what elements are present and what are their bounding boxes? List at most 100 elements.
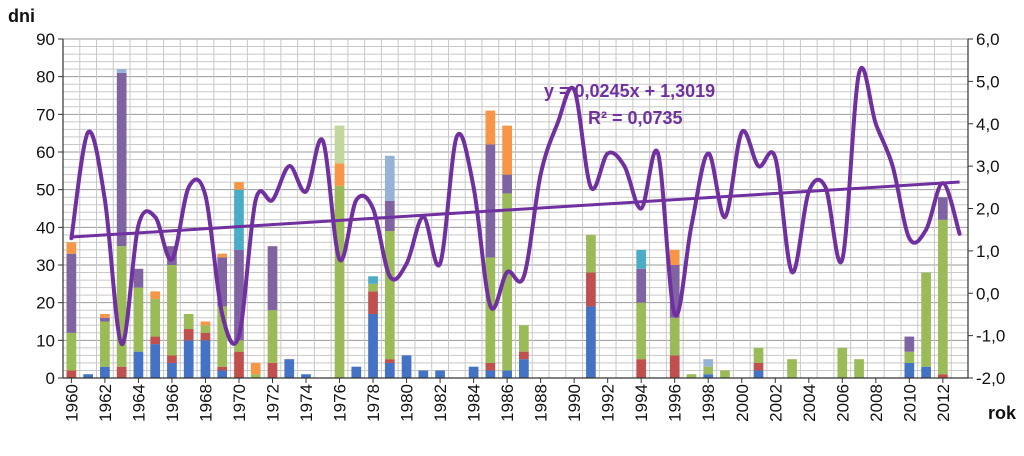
bar-segment <box>669 317 680 356</box>
bar-segment <box>267 310 278 363</box>
bar-segment <box>787 359 797 378</box>
x-tick-label: 1998 <box>699 384 718 422</box>
bars-group <box>66 69 948 378</box>
y2-tick-label: 0,0 <box>976 284 1000 303</box>
x-tick-label: 1992 <box>599 384 618 422</box>
bar-segment <box>485 362 496 371</box>
y-tick-label: 30 <box>36 256 55 275</box>
x-tick-label: 1988 <box>532 384 551 422</box>
y-axis-title: dni <box>8 6 35 26</box>
bar-segment <box>100 313 110 318</box>
bar-segment <box>133 351 144 378</box>
bar-segment <box>753 347 764 363</box>
bar-segment <box>217 366 228 371</box>
bar-segment <box>200 325 211 333</box>
bar-segment <box>150 336 161 345</box>
bar-segment <box>703 359 714 367</box>
bar-segment <box>116 69 127 73</box>
ticks-group: 0 10 20 30 40 50 60 70 80 90 -2,0 -1,0 0,0 1,0 2,0 3,0 4… <box>36 30 1005 422</box>
x-tick-label: 2008 <box>867 384 886 422</box>
bar-segment <box>636 302 647 360</box>
bar-segment <box>217 257 228 307</box>
bar-segment <box>485 370 496 378</box>
bar-segment <box>904 351 915 363</box>
bar-segment <box>368 291 378 314</box>
bar-segment <box>167 355 177 363</box>
x-tick-label: 2000 <box>733 384 752 422</box>
x-tick-label: 1966 <box>163 384 182 422</box>
bar-segment <box>586 272 596 307</box>
bar-segment <box>669 355 680 378</box>
bar-segment <box>753 370 764 378</box>
bar-segment <box>334 185 345 378</box>
bar-segment <box>234 182 244 190</box>
bar-segment <box>334 125 345 164</box>
y2-tick-label: 5,0 <box>976 72 1000 91</box>
x-tick-label: 1962 <box>96 384 115 422</box>
bar-segment <box>636 249 647 269</box>
bar-segment <box>384 362 395 378</box>
trend-r-squared: R² = 0,0735 <box>588 108 683 128</box>
bar-segment <box>368 276 378 284</box>
x-tick-label: 1968 <box>196 384 215 422</box>
bar-segment <box>368 313 378 378</box>
bar-segment <box>669 265 680 318</box>
bar-segment <box>200 332 211 341</box>
bar-segment <box>904 336 915 352</box>
bar-segment <box>921 272 931 367</box>
x-tick-label: 1960 <box>62 384 81 422</box>
bar-segment <box>669 249 680 265</box>
bar-segment <box>418 370 429 378</box>
bar-segment <box>217 306 228 367</box>
bar-segment <box>217 253 228 258</box>
bar-segment <box>586 234 596 273</box>
bar-segment <box>66 370 77 378</box>
x-tick-label: 1984 <box>465 384 484 422</box>
bar-segment <box>519 325 529 352</box>
bar-segment <box>401 355 412 378</box>
bar-segment <box>200 340 211 378</box>
y2-tick-label: 3,0 <box>976 157 1000 176</box>
bar-segment <box>468 366 479 378</box>
bar-segment <box>250 362 261 375</box>
x-tick-label: 1980 <box>398 384 417 422</box>
x-tick-label: 1994 <box>632 384 651 422</box>
x-tick-label: 1982 <box>431 384 450 422</box>
bar-segment <box>301 374 311 378</box>
bar-segment <box>217 370 228 378</box>
y-tick-label: 10 <box>36 331 55 350</box>
bar-segment <box>384 231 395 360</box>
bar-segment <box>200 321 211 326</box>
bar-segment <box>368 283 378 292</box>
bar-segment <box>502 174 512 194</box>
bar-segment <box>100 366 110 378</box>
bar-segment <box>519 359 529 378</box>
bar-segment <box>234 189 244 250</box>
x-tick-label: 2012 <box>934 384 953 422</box>
x-tick-label: 1990 <box>565 384 584 422</box>
y-tick-label: 0 <box>46 369 55 388</box>
bar-segment <box>267 362 278 378</box>
x-tick-label: 2004 <box>800 384 819 422</box>
bar-segment <box>586 306 596 378</box>
y2-tick-label: -2,0 <box>976 369 1005 388</box>
bar-segment <box>636 268 647 303</box>
bar-segment <box>116 366 127 378</box>
bar-segment <box>703 374 714 378</box>
bar-segment <box>519 351 529 360</box>
y-tick-label: 80 <box>36 68 55 87</box>
bar-segment <box>502 125 512 175</box>
bar-segment <box>150 344 161 378</box>
bar-segment <box>66 332 77 371</box>
bar-segment <box>502 193 512 371</box>
bar-segment <box>66 242 77 254</box>
bar-segment <box>133 268 144 288</box>
y2-tick-label: 6,0 <box>976 30 1000 49</box>
bar-segment <box>938 374 948 378</box>
y-tick-label: 20 <box>36 294 55 313</box>
bar-segment <box>485 144 496 258</box>
bar-segment <box>284 359 295 378</box>
bar-segment <box>183 313 194 330</box>
bar-segment <box>267 246 278 311</box>
